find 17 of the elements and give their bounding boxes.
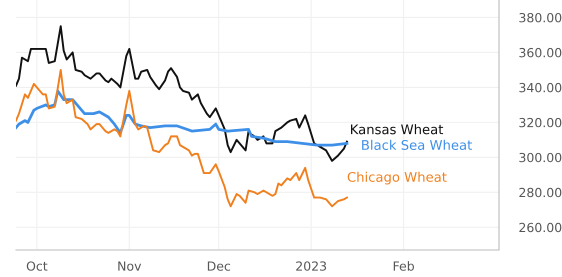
y-tick-label: 360.00: [519, 48, 562, 58]
y-tick-label: 320.00: [519, 118, 562, 128]
series-label: Kansas Wheat: [351, 124, 444, 134]
x-tick-label: Feb: [394, 261, 414, 271]
series-label: Black Sea Wheat: [362, 140, 472, 150]
x-tick-label: Dec: [208, 261, 230, 271]
y-tick-label: 260.00: [519, 222, 562, 232]
x-tick-label: Oct: [26, 261, 48, 271]
x-tick-label: Nov: [118, 261, 142, 271]
line-series: [16, 25, 348, 162]
y-tick-label: 280.00: [519, 188, 562, 198]
y-tick-label: 340.00: [519, 82, 562, 92]
series-label: Chicago Wheat: [348, 172, 447, 184]
line-series: [16, 68, 348, 208]
y-tick-label: 300.00: [519, 152, 562, 162]
x-tick-label: 2023: [296, 261, 326, 271]
y-tick-label: 380.00: [519, 12, 562, 22]
